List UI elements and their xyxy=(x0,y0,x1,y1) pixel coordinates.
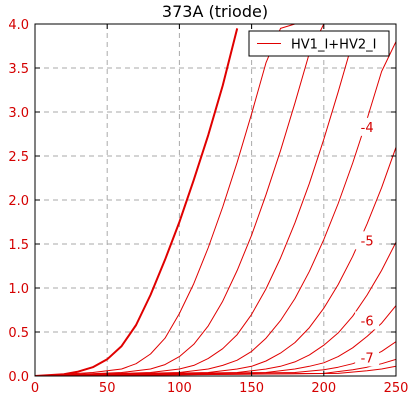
y-tick-label: 2.0 xyxy=(8,194,29,209)
x-tick-label: 200 xyxy=(311,381,336,396)
x-tick-label: 250 xyxy=(384,381,409,396)
x-tick-label: 100 xyxy=(167,381,192,396)
series-line-6 xyxy=(35,147,396,376)
curve-label-bg xyxy=(355,348,380,367)
x-tick-label: 50 xyxy=(99,381,116,396)
series-line-1 xyxy=(35,28,239,376)
y-tick-label: 3.0 xyxy=(8,106,29,121)
series-line-7 xyxy=(35,241,396,376)
series-line-9 xyxy=(35,341,396,376)
y-tick-label: 0.0 xyxy=(8,370,29,385)
curve-label-bg xyxy=(355,311,380,330)
y-tick-label: 2.5 xyxy=(8,150,29,165)
curve-label: -4 xyxy=(361,121,374,136)
axis-ticks: 0 50 100 150 200 250 0.0 0.5 1.0 1.5 2.0 2.5 3.0 3.5 4… xyxy=(8,18,408,396)
chart-title: 373A (triode) xyxy=(162,2,268,21)
curve-label: -6 xyxy=(361,314,374,329)
series-line-2 xyxy=(35,24,296,376)
curve-labels: -4 -5 -6 -7 xyxy=(355,117,380,367)
plot-series xyxy=(35,24,396,376)
y-tick-label: 3.5 xyxy=(8,62,29,77)
series-line-8 xyxy=(35,305,396,376)
legend: HV1_I+HV2_I xyxy=(248,30,390,57)
curve-label: -5 xyxy=(361,234,374,249)
y-tick-label: 1.0 xyxy=(8,282,29,297)
series-line-11 xyxy=(35,365,396,376)
series-line-3 xyxy=(35,24,325,376)
curve-label-bg xyxy=(355,117,380,136)
series-line-4 xyxy=(35,41,354,376)
y-tick-label: 4.0 xyxy=(8,18,29,33)
legend-entry: HV1_I+HV2_I xyxy=(291,38,376,53)
series-line-5 xyxy=(35,41,396,376)
grid xyxy=(35,24,396,376)
curve-label: -7 xyxy=(361,351,374,366)
y-tick-label: 1.5 xyxy=(8,238,29,253)
curve-label-bg xyxy=(355,231,380,250)
x-tick-label: 150 xyxy=(239,381,264,396)
x-tick-label: 0 xyxy=(31,381,39,396)
y-tick-label: 0.5 xyxy=(8,326,29,341)
